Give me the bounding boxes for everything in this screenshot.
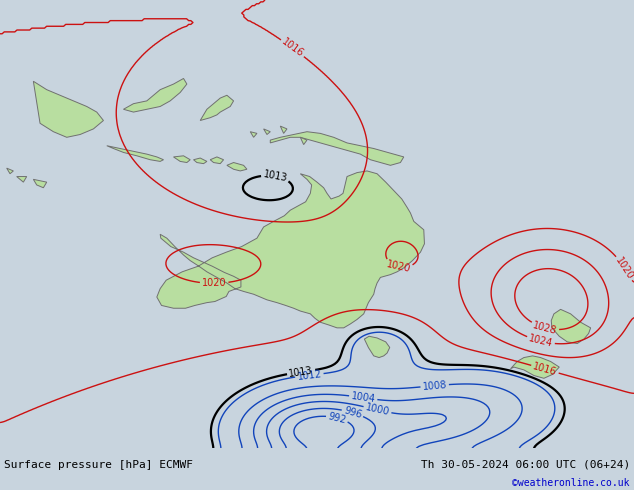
Polygon shape [200,95,233,121]
Polygon shape [510,356,559,378]
Text: ©weatheronline.co.uk: ©weatheronline.co.uk [512,478,630,488]
Text: 1013: 1013 [288,365,314,379]
Text: 992: 992 [327,411,347,425]
Polygon shape [16,176,27,182]
Text: Surface pressure [hPa] ECMWF: Surface pressure [hPa] ECMWF [4,460,193,469]
Polygon shape [227,163,247,171]
Polygon shape [34,81,103,137]
Polygon shape [193,158,207,164]
Text: 1016: 1016 [532,361,558,377]
Polygon shape [551,309,591,343]
Polygon shape [365,336,390,358]
Text: 1020: 1020 [202,278,226,288]
Polygon shape [250,132,257,137]
Text: 1012: 1012 [297,369,322,382]
Text: 1000: 1000 [365,402,391,417]
Polygon shape [280,126,287,133]
Polygon shape [7,168,13,174]
Text: Th 30-05-2024 06:00 UTC (06+24): Th 30-05-2024 06:00 UTC (06+24) [421,460,630,469]
Polygon shape [210,157,224,164]
Polygon shape [124,78,187,112]
Text: 1024: 1024 [527,333,554,349]
Polygon shape [34,179,47,188]
Text: 1028: 1028 [532,320,558,336]
Polygon shape [157,171,424,328]
Text: 1013: 1013 [262,169,288,183]
Text: 1020: 1020 [614,255,634,281]
Polygon shape [301,137,307,145]
Text: 1016: 1016 [280,37,306,59]
Text: 1020: 1020 [385,259,411,274]
Polygon shape [270,132,404,165]
Polygon shape [264,129,270,135]
Text: 1004: 1004 [351,391,376,404]
Polygon shape [174,156,190,163]
Text: 1008: 1008 [422,380,448,392]
Text: 996: 996 [342,405,363,420]
Polygon shape [107,146,164,161]
